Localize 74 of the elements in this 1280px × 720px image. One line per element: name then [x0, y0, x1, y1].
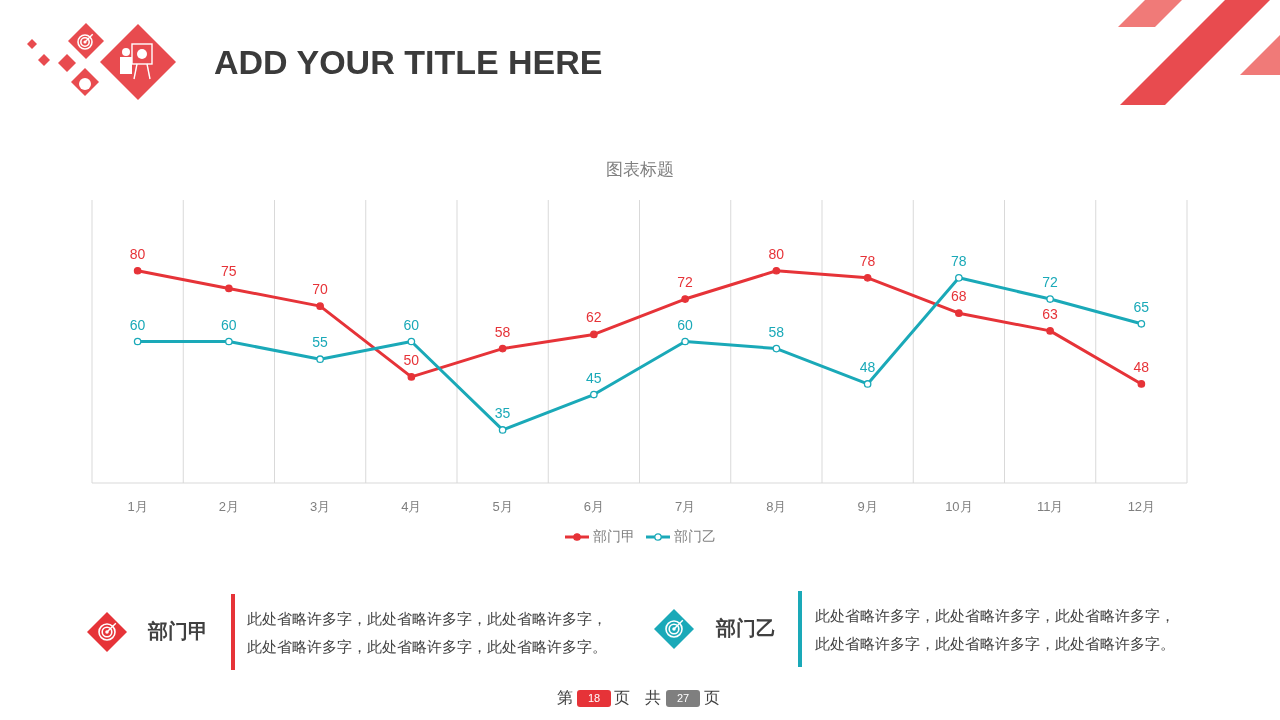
text: 共 [645, 688, 661, 708]
text: 此处省略许多字，此处省略许多字，此处省略许多字，此处省略许多字，此处省略许多字，此处省略许多字。 [815, 606, 1176, 654]
data-label: 50 [403, 351, 420, 368]
point [772, 266, 781, 275]
point [681, 337, 689, 346]
data-label: 55 [312, 334, 329, 351]
text: 部门甲 [148, 619, 208, 644]
x-tick-label: 8月 [766, 499, 787, 514]
data-label: 60 [677, 316, 694, 333]
data-label: 45 [586, 369, 602, 386]
legend-label: 部门甲 [593, 528, 635, 546]
data-label: 58 [494, 323, 511, 340]
point [1137, 380, 1146, 388]
x-tick-label: 3月 [310, 499, 331, 514]
chart-subtitle: 图表标题 [606, 160, 674, 179]
point [1046, 295, 1054, 303]
point [1046, 327, 1054, 335]
data-label: 80 [768, 245, 785, 262]
point [681, 295, 689, 303]
data-label: 78 [859, 252, 876, 269]
data-label: 58 [768, 323, 785, 340]
point [863, 380, 872, 388]
point [772, 344, 781, 353]
point [133, 266, 142, 275]
point [225, 284, 233, 293]
data-label: 72 [1042, 274, 1059, 291]
text: 第 [557, 688, 573, 708]
data-label: 48 [1133, 358, 1150, 375]
data-label: 68 [951, 288, 967, 305]
point [316, 302, 324, 310]
point [590, 390, 598, 399]
chart-title: ADD YOUR TITLE HERE [214, 43, 603, 81]
point [316, 355, 324, 364]
legend-label: 部门乙 [674, 528, 716, 546]
x-tick-label: 4月 [401, 499, 422, 514]
point [498, 344, 507, 353]
data-label: 60 [403, 316, 420, 333]
x-tick-label: 9月 [857, 499, 878, 514]
point [225, 337, 233, 346]
x-tick-label: 1月 [127, 499, 148, 514]
data-label: 78 [951, 252, 967, 269]
data-label: 48 [859, 358, 876, 375]
text: 27 [666, 690, 700, 707]
data-label: 70 [312, 281, 329, 298]
x-tick-label: 11月 [1036, 499, 1064, 514]
point [955, 309, 963, 318]
data-label: 72 [677, 274, 694, 291]
point [407, 337, 416, 346]
data-label: 62 [586, 309, 602, 326]
data-label: 60 [129, 316, 146, 333]
text: 页 [614, 688, 630, 708]
point [955, 273, 963, 282]
text: 部门乙 [716, 616, 776, 641]
data-label: 65 [1133, 298, 1150, 315]
data-label: 60 [221, 316, 237, 333]
data-label: 63 [1042, 305, 1059, 322]
data-label: 35 [494, 404, 511, 421]
point [863, 273, 872, 282]
point [1137, 319, 1146, 328]
point [133, 337, 142, 346]
point [498, 426, 507, 434]
text: 此处省略许多字，此处省略许多字，此处省略许多字，此处省略许多字，此处省略许多字，此处省略许多字。 [247, 609, 608, 657]
x-tick-label: 12月 [1127, 499, 1156, 514]
text: 页 [704, 688, 720, 708]
text: 18 [577, 690, 611, 707]
x-tick-label: 10月 [945, 499, 973, 514]
data-label: 75 [221, 263, 237, 280]
point [407, 373, 416, 381]
data-label: 80 [129, 245, 146, 262]
x-tick-label: 5月 [492, 499, 513, 514]
x-tick-label: 7月 [675, 499, 696, 514]
x-tick-label: 6月 [583, 499, 604, 514]
x-tick-label: 2月 [218, 499, 239, 514]
point [590, 330, 598, 339]
